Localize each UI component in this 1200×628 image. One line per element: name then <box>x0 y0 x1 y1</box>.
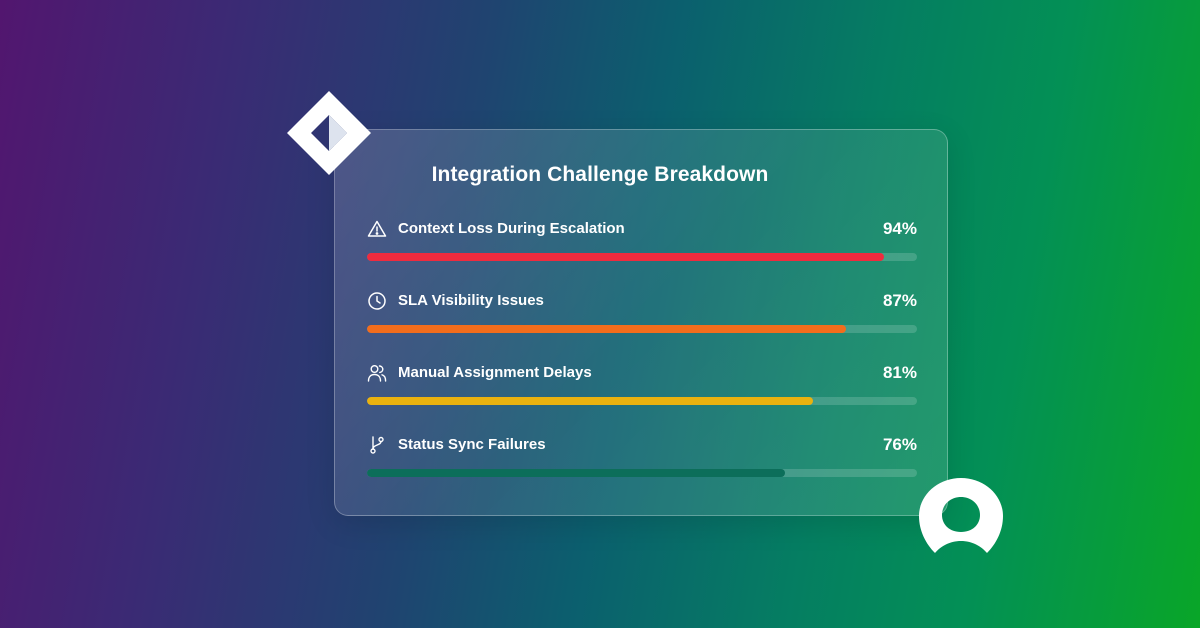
bar-fill <box>367 253 884 261</box>
bar-fill <box>367 325 846 333</box>
bar-track <box>367 253 917 261</box>
bar-row-context-loss: Context Loss During Escalation 94% <box>367 219 917 269</box>
warning-icon <box>367 219 387 239</box>
bar-row-manual-assignment: Manual Assignment Delays 81% <box>367 363 917 413</box>
diamond-logo-icon <box>286 90 372 176</box>
bar-row-sla-visibility: SLA Visibility Issues 87% <box>367 291 917 341</box>
ring-logo-icon <box>917 476 1005 556</box>
bar-label: Context Loss During Escalation <box>398 220 625 237</box>
bar-track <box>367 469 917 477</box>
git-branch-icon <box>367 435 387 455</box>
bar-track <box>367 325 917 333</box>
chart-title: Integration Challenge Breakdown <box>431 163 769 186</box>
bar-value-label: 94% <box>882 219 917 238</box>
bar-value-label: 76% <box>882 435 917 454</box>
bar-row-status-sync: Status Sync Failures 76% <box>367 435 917 485</box>
bar-label: Manual Assignment Delays <box>398 364 592 381</box>
bar-track <box>367 397 917 405</box>
chart-card <box>334 129 948 516</box>
bar-fill <box>367 397 813 405</box>
bar-fill <box>367 469 785 477</box>
clock-icon <box>367 291 387 311</box>
bar-label: Status Sync Failures <box>398 436 546 453</box>
users-icon <box>367 363 387 383</box>
bar-value-label: 81% <box>882 363 917 382</box>
bar-value-label: 87% <box>882 291 917 310</box>
bar-label: SLA Visibility Issues <box>398 292 544 309</box>
